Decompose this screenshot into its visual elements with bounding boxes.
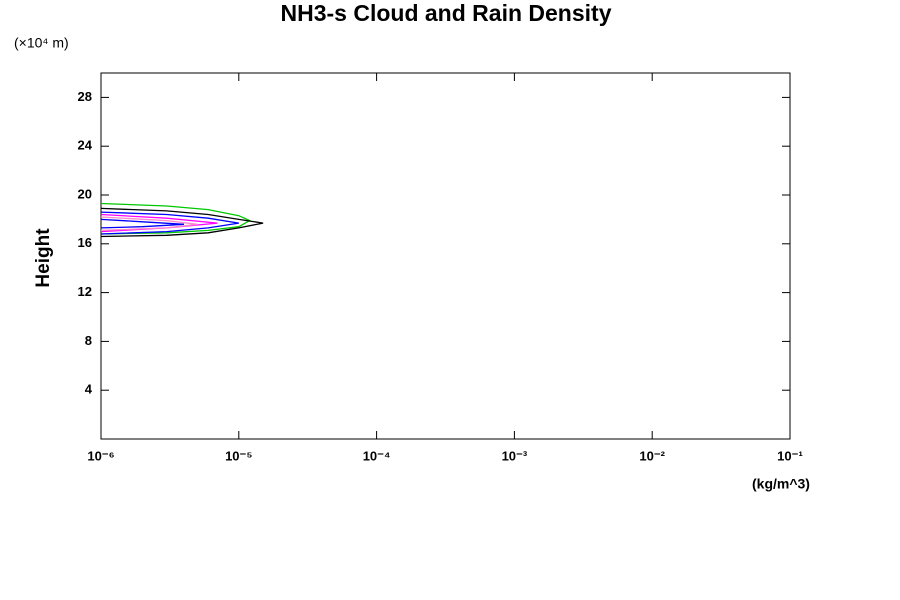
profile-line — [100, 218, 185, 229]
x-unit-label: (kg/m^3) — [752, 476, 810, 492]
chart-title: NH3-s Cloud and Rain Density — [281, 0, 612, 26]
y-tick-label: 8 — [85, 333, 92, 348]
x-tick-label: 10⁻² — [639, 448, 665, 463]
x-tick-label: 10⁻⁴ — [363, 448, 391, 463]
y-tick-label: 28 — [78, 89, 92, 104]
y-tick-label: 24 — [78, 138, 93, 153]
x-tick-label: 10⁻⁶ — [87, 448, 114, 463]
x-tick-label: 10⁻⁵ — [225, 448, 252, 463]
y-axis-label: Height — [33, 228, 54, 288]
y-tick-label: 12 — [78, 284, 92, 299]
x-tick-label: 10⁻¹ — [777, 448, 803, 463]
y-tick-label: 4 — [85, 382, 93, 397]
profile-line — [100, 216, 198, 232]
y-tick-label: 16 — [78, 235, 92, 250]
profile-line — [100, 211, 239, 235]
plot-frame — [100, 72, 791, 440]
profile-line — [100, 207, 264, 238]
y-tick-label: 20 — [78, 186, 92, 201]
y-unit-label: (×10⁴ m) — [14, 35, 69, 51]
x-tick-label: 10⁻³ — [502, 448, 528, 463]
